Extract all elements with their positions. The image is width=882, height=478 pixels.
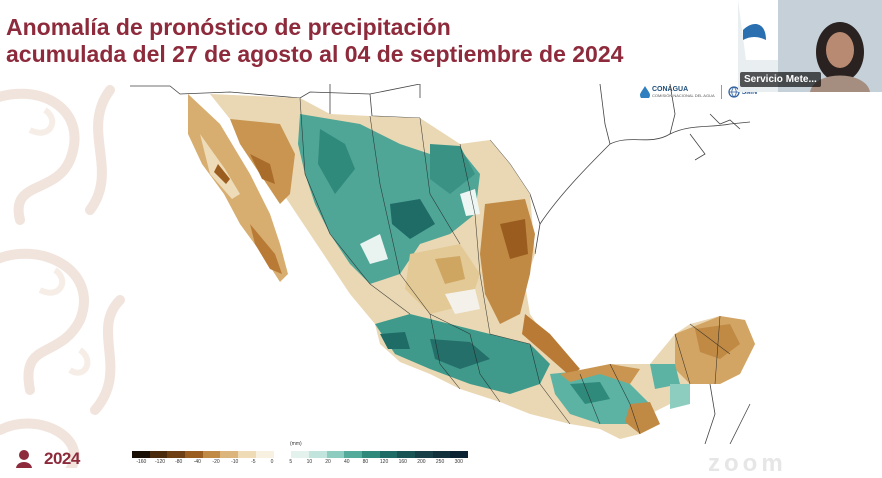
legend: (mm) -160 -120 -80 -40 -20 -10 -5 0 5 10 20 40 80 120… xyxy=(132,441,472,468)
legend-swatch xyxy=(273,451,292,458)
legend-swatch xyxy=(238,451,256,458)
legend-swatch xyxy=(415,451,433,458)
legend-tick: -160 xyxy=(136,459,147,465)
legend-tick: 20 xyxy=(325,459,331,465)
legend-swatch xyxy=(202,451,221,458)
conagua-logo: CONAGUA COMISIÓN NACIONAL DEL AGUA xyxy=(640,86,715,98)
legend-swatch xyxy=(185,451,203,458)
logo-divider xyxy=(720,85,722,99)
year-logo: 2024 xyxy=(44,449,80,468)
agency-logos: CONAGUA COMISIÓN NACIONAL DEL AGUA SMN xyxy=(640,82,757,102)
legend-tick: 200 xyxy=(417,459,426,465)
legend-tick: 5 xyxy=(289,459,293,465)
mainland-mexico xyxy=(210,94,755,439)
legend-ticks: -160 -120 -80 -40 -20 -10 -5 0 5 10 20 40 80 120 160 20… xyxy=(132,459,468,465)
smn-name: SMN xyxy=(741,88,758,96)
legend-tick: 40 xyxy=(343,459,350,465)
legend-swatch xyxy=(397,451,415,458)
precipitation-anomaly-map xyxy=(130,83,756,445)
title-line-2: acumulada del 27 de agosto al 04 de sept… xyxy=(6,41,624,67)
presenter-name: Servicio Mete... xyxy=(740,72,821,87)
legend-unit: (mm) xyxy=(290,441,302,447)
legend-tick: -40 xyxy=(193,459,201,465)
emblem-icon xyxy=(16,450,32,468)
legend-swatch xyxy=(326,451,345,458)
legend-swatch xyxy=(255,451,274,458)
slide-title: Anomalía de pronóstico de precipitación … xyxy=(6,14,623,68)
legend-swatch xyxy=(167,451,186,458)
legend-tick: 0 xyxy=(270,459,274,465)
legend-tick: -5 xyxy=(251,459,256,465)
water-drop-icon xyxy=(640,86,650,98)
legend-swatch xyxy=(361,451,380,458)
zoom-watermark: zoom xyxy=(708,450,787,477)
legend-swatch xyxy=(379,451,398,458)
conagua-subtitle: COMISIÓN NACIONAL DEL AGUA xyxy=(652,93,715,98)
legend-color-bar xyxy=(132,451,469,458)
decorative-pattern xyxy=(0,70,130,468)
central-america-border xyxy=(704,383,751,445)
smn-logo: SMN xyxy=(728,86,758,98)
legend-swatch xyxy=(220,451,239,458)
state-borders xyxy=(299,97,731,435)
legend-swatch xyxy=(132,451,150,458)
legend-swatch xyxy=(149,451,168,458)
legend-tick: -80 xyxy=(175,459,183,465)
presenter-video[interactable]: Servicio Mete... xyxy=(738,0,882,92)
legend-swatch xyxy=(308,451,327,458)
legend-swatch xyxy=(432,451,451,458)
conagua-name: CONAGUA xyxy=(652,86,689,93)
legend-tick: 10 xyxy=(306,459,313,465)
legend-swatch xyxy=(450,451,469,458)
legend-tick: -20 xyxy=(212,459,220,465)
map-borders xyxy=(130,83,751,255)
legend-tick: -120 xyxy=(155,459,166,465)
legend-tick: 160 xyxy=(398,459,407,465)
legend-tick: 80 xyxy=(362,459,369,465)
legend-tick: 120 xyxy=(379,459,389,465)
legend-tick: 250 xyxy=(435,459,445,465)
legend-swatch xyxy=(344,451,362,458)
legend-tick: -10 xyxy=(231,459,239,465)
legend-swatch xyxy=(291,451,309,458)
legend-tick: 300 xyxy=(454,459,463,465)
baja-california xyxy=(188,94,288,282)
globe-icon xyxy=(728,86,740,98)
title-line-1: Anomalía de pronóstico de precipitación xyxy=(6,14,451,40)
